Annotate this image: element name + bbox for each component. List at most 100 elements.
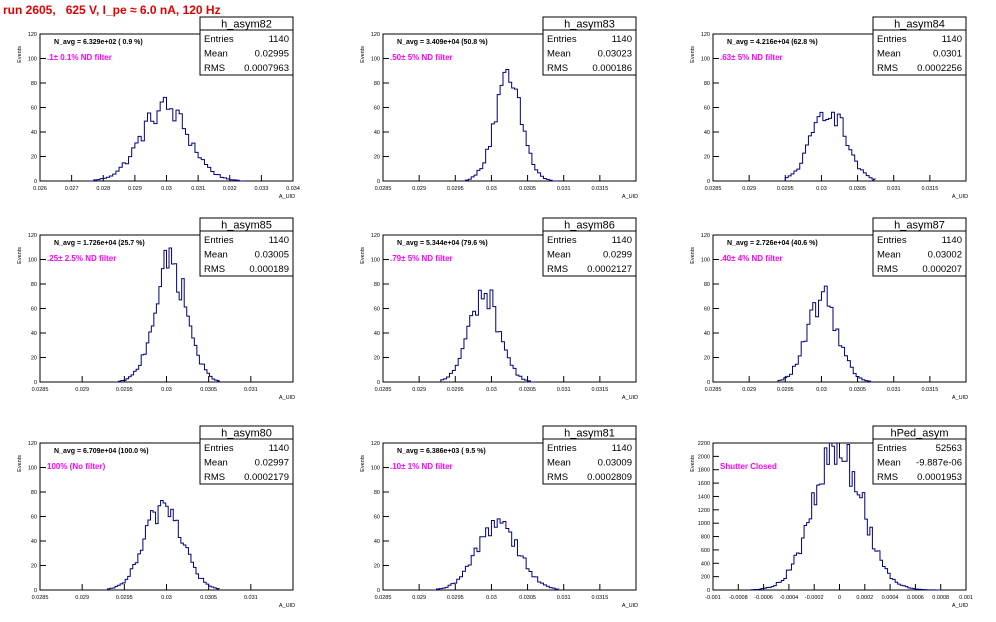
histogram-name: h_asym80 [221,428,272,440]
y-axis-label: Events [690,247,696,264]
stats-box-frame [872,425,967,485]
x-tick-label: 0.033 [254,186,268,192]
stats-box-frame [872,16,967,76]
histogram-line [115,247,220,383]
x-tick-label: 0.0305 [849,387,866,393]
filter-annotation: 100% (No filter) [47,462,106,471]
y-tick-label: 40 [31,130,37,136]
histogram-line [784,111,877,182]
stats-value-mean: -9.887e-06 [916,458,962,469]
y-tick-label: 0 [707,380,710,386]
histogram-name: h_asym84 [894,19,945,31]
y-tick-label: 20 [704,155,710,161]
x-tick-label: 0.0315 [921,387,938,393]
y-tick-label: 100 [28,258,37,264]
x-tick-label: 0.029 [742,387,756,393]
y-tick-label: 80 [374,282,380,288]
stats-value-rms: 0.0007963 [244,63,289,74]
stats-value-mean: 0.03005 [255,250,289,261]
histogram-line [777,285,874,383]
stats-label-mean: Mean [204,49,228,60]
stats-value-entries: 1140 [612,443,632,454]
run-title: run 2605, 625 V, I_pe ≈ 6.0 nA, 120 Hz [3,3,221,17]
stats-label-mean: Mean [547,250,571,261]
x-tick-label: 0.0285 [375,387,392,393]
x-tick-label: 0.03 [486,387,497,393]
x-tick-label: 0.031 [557,387,571,393]
panel-h_asym82: 0 20 40 60 80 100 120 0.026 0.027 0.028 0.029 0.03 0… [17,16,300,200]
x-tick-label: 0 [838,595,841,601]
x-tick-label: 0.0315 [921,186,938,192]
x-tick-label: 0.03 [161,595,172,601]
stats-label-rms: RMS [204,472,225,483]
x-tick-label: 0.031 [887,387,901,393]
y-tick-label: 20 [704,356,710,362]
stats-value-rms: 0.0002179 [244,472,289,483]
y-tick-label: 60 [374,307,380,313]
x-tick-label: 0.029 [75,595,89,601]
stats-label-entries: Entries [877,34,907,45]
stats-box-frame [542,425,637,485]
y-tick-label: 40 [704,331,710,337]
x-tick-label: 0.03 [486,186,497,192]
x-tick-label: 0.031 [244,595,258,601]
y-tick-label: 1800 [698,468,710,474]
filter-annotation: .40± 4% ND filter [720,254,783,263]
stats-value-rms: 0.0002809 [587,472,632,483]
stats-value-entries: 1140 [612,34,632,45]
x-tick-label: 0.0305 [519,595,536,601]
x-tick-label: 0.0004 [882,595,899,601]
x-axis-label: A_UID [279,194,295,200]
stats-value-mean: 0.02995 [255,49,289,60]
x-tick-label: 0.0295 [777,387,794,393]
stats-value-entries: 52563 [936,443,962,454]
stats-label-rms: RMS [204,264,225,275]
x-tick-label: 0.0295 [116,595,133,601]
x-tick-label: 0.0295 [777,186,794,192]
stats-box: h_asym87 Entries 1140 Mean 0.03002 RMS 0.00020… [872,217,967,277]
y-tick-label: 80 [704,81,710,87]
y-tick-label: 60 [31,307,37,313]
x-tick-label: 0.03 [816,387,827,393]
stats-box-frame [199,16,294,76]
x-tick-label: 0.0315 [591,186,608,192]
x-tick-label: 0.027 [65,186,79,192]
y-tick-label: 0 [707,179,710,185]
histogram-name: h_asym85 [221,220,272,232]
stats-label-mean: Mean [877,250,901,261]
stats-label-mean: Mean [877,49,901,60]
stats-label-entries: Entries [204,235,234,246]
x-axis-label: A_UID [279,603,295,609]
stats-label-entries: Entries [547,443,577,454]
y-tick-label: 40 [374,539,380,545]
x-tick-label: 0.0295 [116,387,133,393]
x-tick-label: 0.0008 [932,595,949,601]
stats-label-rms: RMS [547,472,568,483]
stats-label-entries: Entries [204,443,234,454]
stats-label-rms: RMS [877,63,898,74]
stats-value-entries: 1140 [942,235,962,246]
panel-h_asym84: 0 20 40 60 80 100 120 0.0285 0.029 0.0295 0.03 0.03… [690,16,968,200]
stats-value-entries: 1140 [269,443,289,454]
stats-value-rms: 0.0002256 [917,63,962,74]
y-tick-label: 400 [701,561,710,567]
stats-value-mean: 0.02997 [255,458,289,469]
histogram-name: h_asym86 [564,220,615,232]
x-tick-label: 0.03 [486,595,497,601]
stats-label-rms: RMS [877,264,898,275]
y-tick-label: 60 [704,106,710,112]
x-tick-label: 0.0295 [447,387,464,393]
x-tick-label: 0.031 [557,595,571,601]
stats-label-entries: Entries [877,235,907,246]
histogram-line [106,500,221,591]
y-axis-label: Events [17,247,23,264]
panel-h_asym80: 0 20 40 60 80 100 120 0.0285 0.029 0.0295 0.03 0.03… [17,425,295,609]
y-tick-label: 0 [707,588,710,594]
y-tick-label: 800 [701,535,710,541]
x-tick-label: 0.032 [223,186,237,192]
x-tick-label: 0.031 [557,186,571,192]
y-tick-label: 80 [374,81,380,87]
y-tick-label: 0 [34,588,37,594]
x-tick-label: 0.029 [412,186,426,192]
